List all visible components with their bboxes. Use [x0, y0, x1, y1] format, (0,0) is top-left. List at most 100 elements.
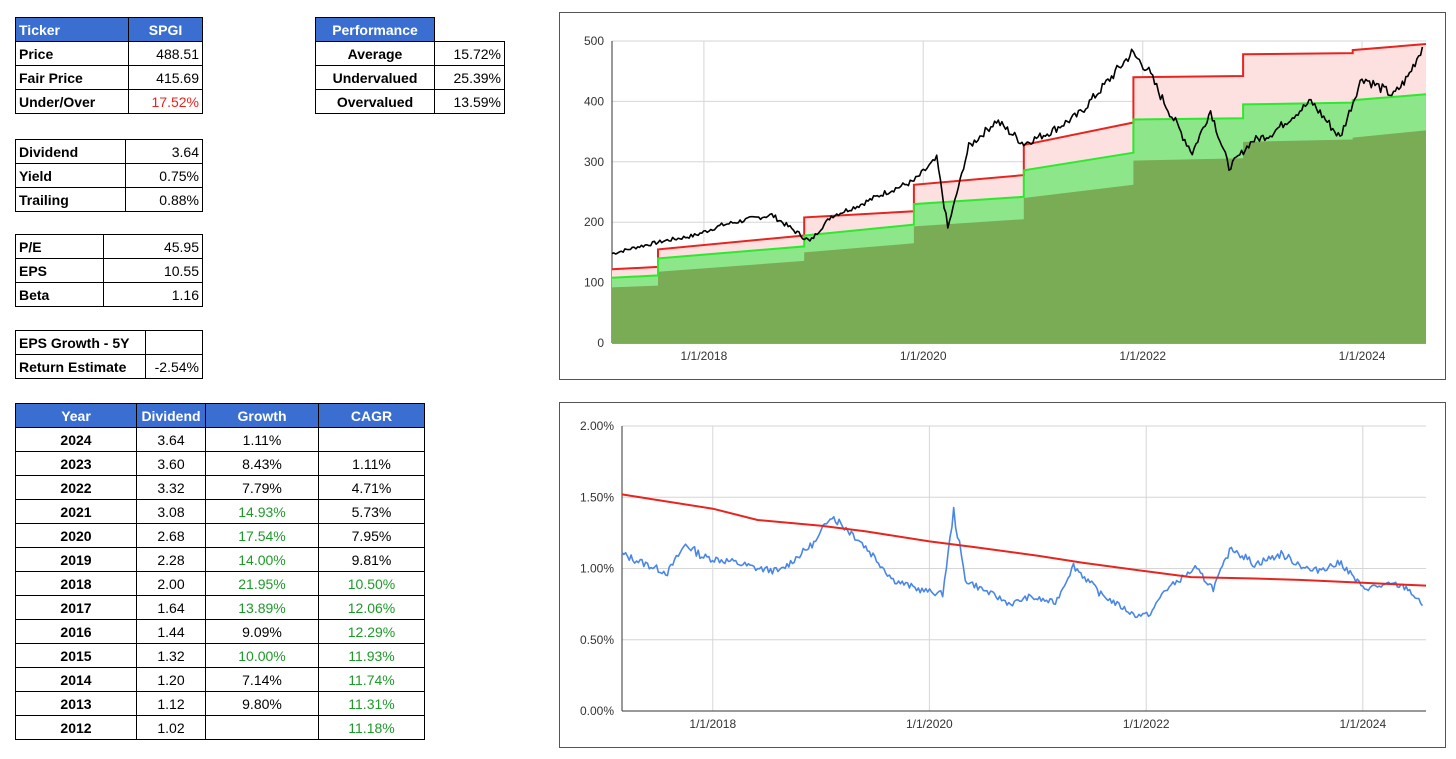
x-tick-label: 1/1/2020: [900, 349, 947, 363]
fair-value-line: [611, 93, 1427, 279]
growth-cell: 17.54%: [205, 523, 319, 548]
year-cell: 2016: [15, 619, 137, 644]
valuation-table: P/E 45.95 EPS 10.55 Beta 1.16: [15, 234, 204, 307]
growth-cell: 9.09%: [205, 619, 319, 644]
y-tick-label: 100: [584, 276, 604, 290]
dividend-cell: 1.20: [136, 667, 206, 692]
eps-label: EPS: [15, 258, 104, 283]
x-tick-label: 1/1/2024: [1339, 717, 1386, 731]
growth-cell: 7.14%: [205, 667, 319, 692]
col-header-dividend: Dividend: [136, 403, 206, 428]
growth-cell: 7.79%: [205, 475, 319, 500]
dividend-cell: 3.32: [136, 475, 206, 500]
year-cell: 2013: [15, 691, 137, 716]
cagr-cell: 11.31%: [318, 691, 425, 716]
y-tick-label: 0: [597, 336, 604, 350]
cagr-cell: 11.74%: [318, 667, 425, 692]
cagr-cell: 11.93%: [318, 643, 425, 668]
fair-price-value: 415.69: [128, 65, 203, 90]
cagr-cell: [318, 427, 425, 452]
x-tick-label: 1/1/2022: [1123, 717, 1170, 731]
beta-label: Beta: [15, 282, 104, 307]
growth-cell: 13.89%: [205, 595, 319, 620]
average-yield-line: [621, 493, 1427, 587]
dividend-value: 3.64: [124, 139, 204, 164]
dividend-cell: 3.60: [136, 451, 206, 476]
base-value-area: [612, 130, 1426, 343]
return-estimate-label: Return Estimate: [14, 354, 147, 379]
cagr-cell: 5.73%: [318, 499, 425, 524]
year-cell: 2018: [15, 571, 137, 596]
col-header-year: Year: [15, 403, 137, 428]
table-row: 2018 2.00 21.95% 10.50%: [15, 571, 425, 596]
table-row: 2019 2.28 14.00% 9.81%: [15, 547, 425, 572]
cagr-cell: 9.81%: [318, 547, 425, 572]
y-tick-label: 300: [584, 155, 604, 169]
x-tick-label: 1/1/2020: [906, 717, 953, 731]
cagr-cell: 12.29%: [318, 619, 425, 644]
fair-price-label: Fair Price: [14, 65, 130, 90]
cagr-cell: 7.95%: [318, 523, 425, 548]
return-estimate-value: -2.54%: [145, 354, 203, 379]
year-cell: 2012: [15, 715, 137, 740]
table-row: 2014 1.20 7.14% 11.74%: [15, 667, 425, 692]
y-tick-label: 500: [584, 34, 604, 48]
x-tick-label: 1/1/2022: [1119, 349, 1166, 363]
dividend-cell: 3.08: [136, 499, 206, 524]
year-cell: 2014: [15, 667, 137, 692]
price-chart: 0 100 200 300 400 500 1/1/2018 1/1/2020 1/1/2022…: [559, 12, 1446, 380]
x-tick-label: 1/1/2018: [689, 717, 736, 731]
dividend-cell: 2.00: [136, 571, 206, 596]
table-row: 2020 2.68 17.54% 7.95%: [15, 523, 425, 548]
performance-header: Performance: [315, 17, 435, 42]
year-cell: 2024: [15, 427, 137, 452]
year-cell: 2022: [15, 475, 137, 500]
growth-cell: 14.93%: [205, 499, 319, 524]
dividend-cell: 1.44: [136, 619, 206, 644]
pe-value: 45.95: [102, 234, 204, 259]
beta-value: 1.16: [102, 282, 204, 307]
y-tick-label: 0.50%: [580, 633, 614, 647]
yield-chart-svg: 0.00% 0.50% 1.00% 1.50% 2.00% 1/1/2018 1/1/202…: [580, 419, 1427, 731]
cagr-cell: 11.18%: [318, 715, 425, 740]
ticker-label: Ticker: [14, 17, 130, 42]
growth-cell: 21.95%: [205, 571, 319, 596]
cagr-cell: 10.50%: [318, 571, 425, 596]
yield-line: [621, 506, 1424, 619]
price-label: Price: [14, 41, 130, 66]
perf-overvalued-value: 13.59%: [433, 89, 506, 114]
dividend-cell: 3.64: [136, 427, 206, 452]
table-row: 2024 3.64 1.11%: [15, 427, 425, 452]
yield-value: 0.75%: [124, 163, 204, 188]
price-value: 488.51: [128, 41, 203, 66]
ticker-value: SPGI: [128, 17, 203, 42]
cagr-cell: 1.11%: [318, 451, 425, 476]
trailing-value: 0.88%: [124, 187, 204, 212]
table-row: 2015 1.32 10.00% 11.93%: [15, 643, 425, 668]
perf-undervalued-label: Undervalued: [315, 65, 435, 90]
x-tick-label: 1/1/2018: [681, 349, 728, 363]
y-tick-label: 200: [584, 215, 604, 229]
price-line: [611, 46, 1424, 255]
perf-overvalued-label: Overvalued: [315, 89, 435, 114]
year-cell: 2023: [15, 451, 137, 476]
year-cell: 2019: [15, 547, 137, 572]
y-tick-label: 1.00%: [580, 562, 614, 576]
overvalued-line: [611, 43, 1427, 271]
dividend-table: Dividend 3.64 Yield 0.75% Trailing 0.88%: [15, 139, 204, 212]
dividend-cell: 1.64: [136, 595, 206, 620]
dividend-cell: 1.02: [136, 715, 206, 740]
perf-average-label: Average: [315, 41, 435, 66]
year-cell: 2021: [15, 499, 137, 524]
dividend-cell: 2.28: [136, 547, 206, 572]
cagr-cell: 4.71%: [318, 475, 425, 500]
table-row: 2013 1.12 9.80% 11.31%: [15, 691, 425, 716]
dividend-cell: 1.32: [136, 643, 206, 668]
price-chart-svg: 0 100 200 300 400 500 1/1/2018 1/1/2020 1/1/2022…: [584, 34, 1427, 363]
table-row: 2016 1.44 9.09% 12.29%: [15, 619, 425, 644]
table-row: 2021 3.08 14.93% 5.73%: [15, 499, 425, 524]
performance-header-blank: [434, 18, 504, 42]
perf-average-value: 15.72%: [433, 41, 506, 66]
year-cell: 2017: [15, 595, 137, 620]
growth-table: EPS Growth - 5Y Return Estimate -2.54%: [14, 330, 203, 379]
